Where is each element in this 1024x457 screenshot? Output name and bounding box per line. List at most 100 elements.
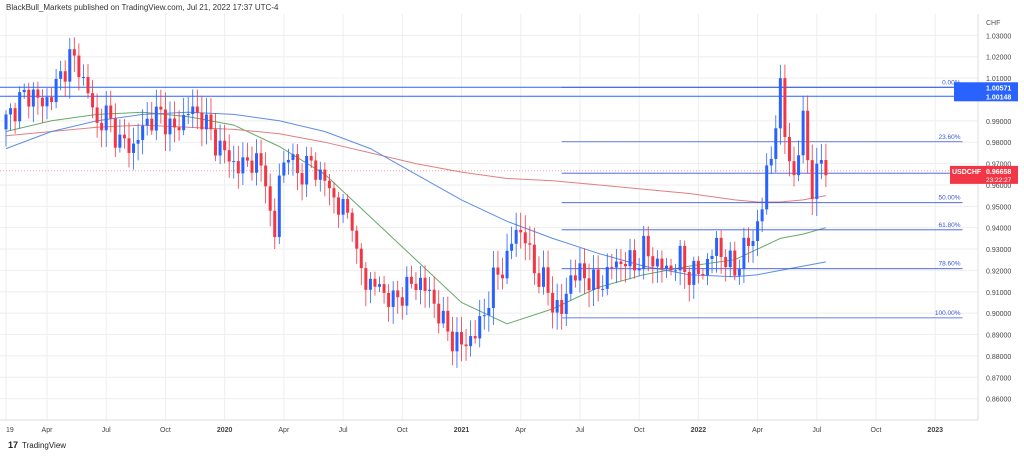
candle-body [532, 244, 536, 274]
candle-body [255, 153, 259, 173]
candle-body [528, 243, 532, 245]
candle-body [355, 230, 359, 249]
y-tick-label: 0.86000 [986, 397, 1011, 404]
candle-body [423, 277, 427, 291]
candle-body [350, 212, 354, 231]
candle-body [455, 332, 459, 352]
candle-body [59, 71, 63, 79]
candle-body [300, 173, 304, 185]
candle-body [241, 157, 245, 174]
candle-body [245, 157, 249, 161]
y-tick-label: 0.96000 [986, 183, 1011, 190]
candle-body [182, 114, 186, 131]
grid-lines [0, 14, 978, 420]
candle-body [209, 114, 213, 130]
candle-body [341, 199, 345, 215]
candle-body [136, 139, 140, 144]
candle-body [441, 310, 445, 324]
candle-body [496, 267, 500, 275]
candle-body [815, 163, 819, 199]
candle-body [104, 105, 108, 131]
countdown-label: 23:22:27 [986, 177, 1012, 184]
candle-body [587, 278, 591, 291]
candle-body [596, 269, 600, 290]
candle-body [195, 106, 199, 113]
candle-body [218, 140, 222, 156]
candle-body [642, 235, 646, 269]
candle-body [163, 109, 167, 135]
candle-body [332, 188, 336, 198]
candle-body [646, 235, 650, 257]
fib-level-label: 23.60% [939, 134, 961, 141]
tradingview-logo-icon: 17 [8, 440, 19, 450]
y-tick-label: 0.89000 [986, 333, 1011, 340]
candle-body [582, 263, 586, 279]
level-price-tag [954, 82, 1018, 93]
candle-body [309, 155, 313, 161]
candle-body [323, 169, 327, 181]
candle-body [40, 97, 44, 107]
y-tick-label: 0.99000 [986, 119, 1011, 126]
candle-body [437, 303, 441, 324]
candle-body [564, 293, 568, 314]
candle-body [464, 344, 468, 347]
candle-body [200, 112, 204, 130]
candle-body [610, 266, 614, 268]
candle-body [109, 105, 113, 119]
candle-body [100, 122, 104, 131]
candle-body [460, 332, 463, 345]
candle-body [68, 49, 72, 82]
candle-body [168, 118, 172, 135]
candle-body [614, 261, 618, 268]
x-tick-label: Apr [278, 427, 290, 434]
candle-body [751, 241, 755, 246]
candle-body [774, 128, 778, 159]
y-tick-label: 0.88000 [986, 354, 1011, 361]
candle-body [405, 276, 409, 306]
candle-body [523, 232, 527, 244]
candle-body [801, 110, 805, 156]
candle-body [478, 316, 482, 339]
candle-body [337, 197, 341, 215]
candle-body [765, 165, 769, 210]
candle-body [541, 267, 545, 287]
candle-body [36, 89, 40, 98]
candle-body [27, 89, 31, 107]
candle-body [555, 300, 559, 313]
candle-body [487, 307, 491, 316]
candle-body [806, 110, 810, 161]
candle-body [250, 160, 254, 173]
candle-body [746, 237, 750, 246]
candle-body [692, 260, 696, 285]
candle-body [482, 315, 486, 317]
x-tick-label: Jul [339, 427, 348, 434]
candle-body [268, 186, 272, 211]
candle-body [95, 107, 99, 123]
candle-body [173, 118, 177, 128]
candle-body [797, 155, 801, 176]
candle-body [428, 289, 432, 291]
candle-body [13, 108, 17, 122]
x-tick-label: Apr [752, 427, 764, 434]
candle-body [578, 263, 582, 281]
candle-body [378, 284, 382, 287]
candle-body [318, 169, 322, 180]
candle-body [669, 265, 673, 271]
x-tick-label: Jul [575, 427, 584, 434]
x-tick-label: Oct [634, 427, 645, 434]
candle-body [45, 97, 49, 107]
candle-body [186, 113, 190, 115]
candle-body [191, 106, 195, 114]
candle-body [314, 160, 318, 180]
last-price-tag [950, 165, 1018, 184]
candle-body [154, 106, 158, 131]
candle-body [346, 199, 350, 213]
candle-body [22, 89, 26, 93]
candle-body [601, 288, 605, 290]
fib-level-label: 78.60% [939, 261, 961, 268]
candle-body [810, 160, 814, 199]
candle-body [737, 269, 741, 276]
level-price-tag [954, 91, 1018, 102]
candle-body [628, 250, 632, 267]
